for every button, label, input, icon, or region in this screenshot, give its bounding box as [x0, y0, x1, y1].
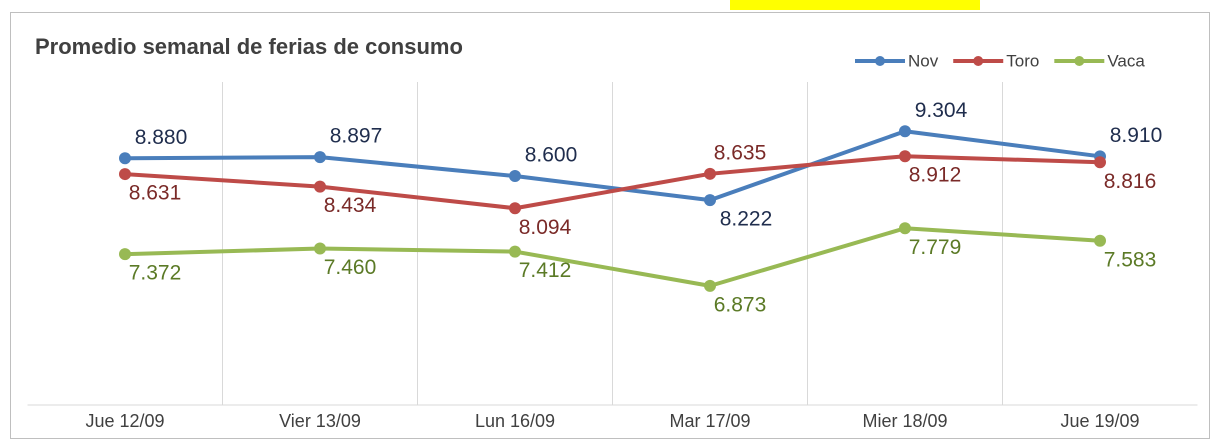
- data-point: [899, 222, 911, 235]
- legend-label: Toro: [1006, 51, 1039, 70]
- data-label: 8.880: [135, 126, 188, 149]
- data-label: 8.635: [714, 141, 767, 164]
- data-label: 8.222: [720, 208, 773, 231]
- chart-title: Promedio semanal de ferias de consumo: [35, 34, 463, 59]
- data-point: [1094, 234, 1106, 247]
- data-label: 8.434: [324, 194, 377, 217]
- data-point: [119, 168, 131, 181]
- series-line: [124, 154, 1101, 211]
- data-label: 8.910: [1110, 124, 1163, 147]
- data-point: [704, 194, 716, 207]
- data-label: 8.816: [1104, 170, 1157, 193]
- data-point: [509, 202, 521, 215]
- x-tick-label: Jue 12/09: [85, 411, 164, 431]
- data-label: 7.372: [129, 262, 182, 285]
- data-label: 9.304: [915, 99, 968, 122]
- highlight-banner: [730, 0, 980, 10]
- data-label: 8.600: [525, 144, 578, 167]
- data-point: [509, 170, 521, 183]
- series-line: [124, 129, 1101, 203]
- series-line: [124, 226, 1101, 288]
- legend-label: Nov: [908, 51, 939, 70]
- data-point: [314, 242, 326, 255]
- data-label: 6.873: [714, 293, 767, 316]
- x-tick-label: Mier 18/09: [862, 411, 947, 431]
- data-point: [899, 125, 911, 138]
- legend-marker: [1074, 56, 1085, 66]
- data-point: [119, 152, 131, 165]
- data-label: 8.912: [909, 164, 962, 187]
- data-point: [509, 245, 521, 258]
- data-point: [899, 150, 911, 163]
- x-tick-label: Lun 16/09: [475, 411, 555, 431]
- data-point: [314, 151, 326, 164]
- data-label: 8.897: [330, 125, 383, 148]
- data-point: [704, 167, 716, 180]
- x-tick-label: Vier 13/09: [279, 411, 361, 431]
- data-point: [119, 248, 131, 261]
- data-label: 7.583: [1104, 248, 1157, 271]
- data-point: [1094, 156, 1106, 169]
- data-label: 7.460: [324, 256, 377, 279]
- data-label: 8.094: [519, 216, 572, 239]
- legend-marker: [875, 56, 885, 66]
- x-tick-label: Mar 17/09: [669, 411, 750, 431]
- data-label: 7.779: [909, 236, 962, 259]
- legend-label: Vaca: [1107, 51, 1145, 70]
- legend-marker: [973, 56, 984, 66]
- data-point: [314, 180, 326, 193]
- data-label: 8.631: [129, 182, 182, 205]
- data-label: 7.412: [519, 259, 572, 282]
- x-tick-label: Jue 19/09: [1060, 411, 1139, 431]
- data-point: [704, 279, 716, 292]
